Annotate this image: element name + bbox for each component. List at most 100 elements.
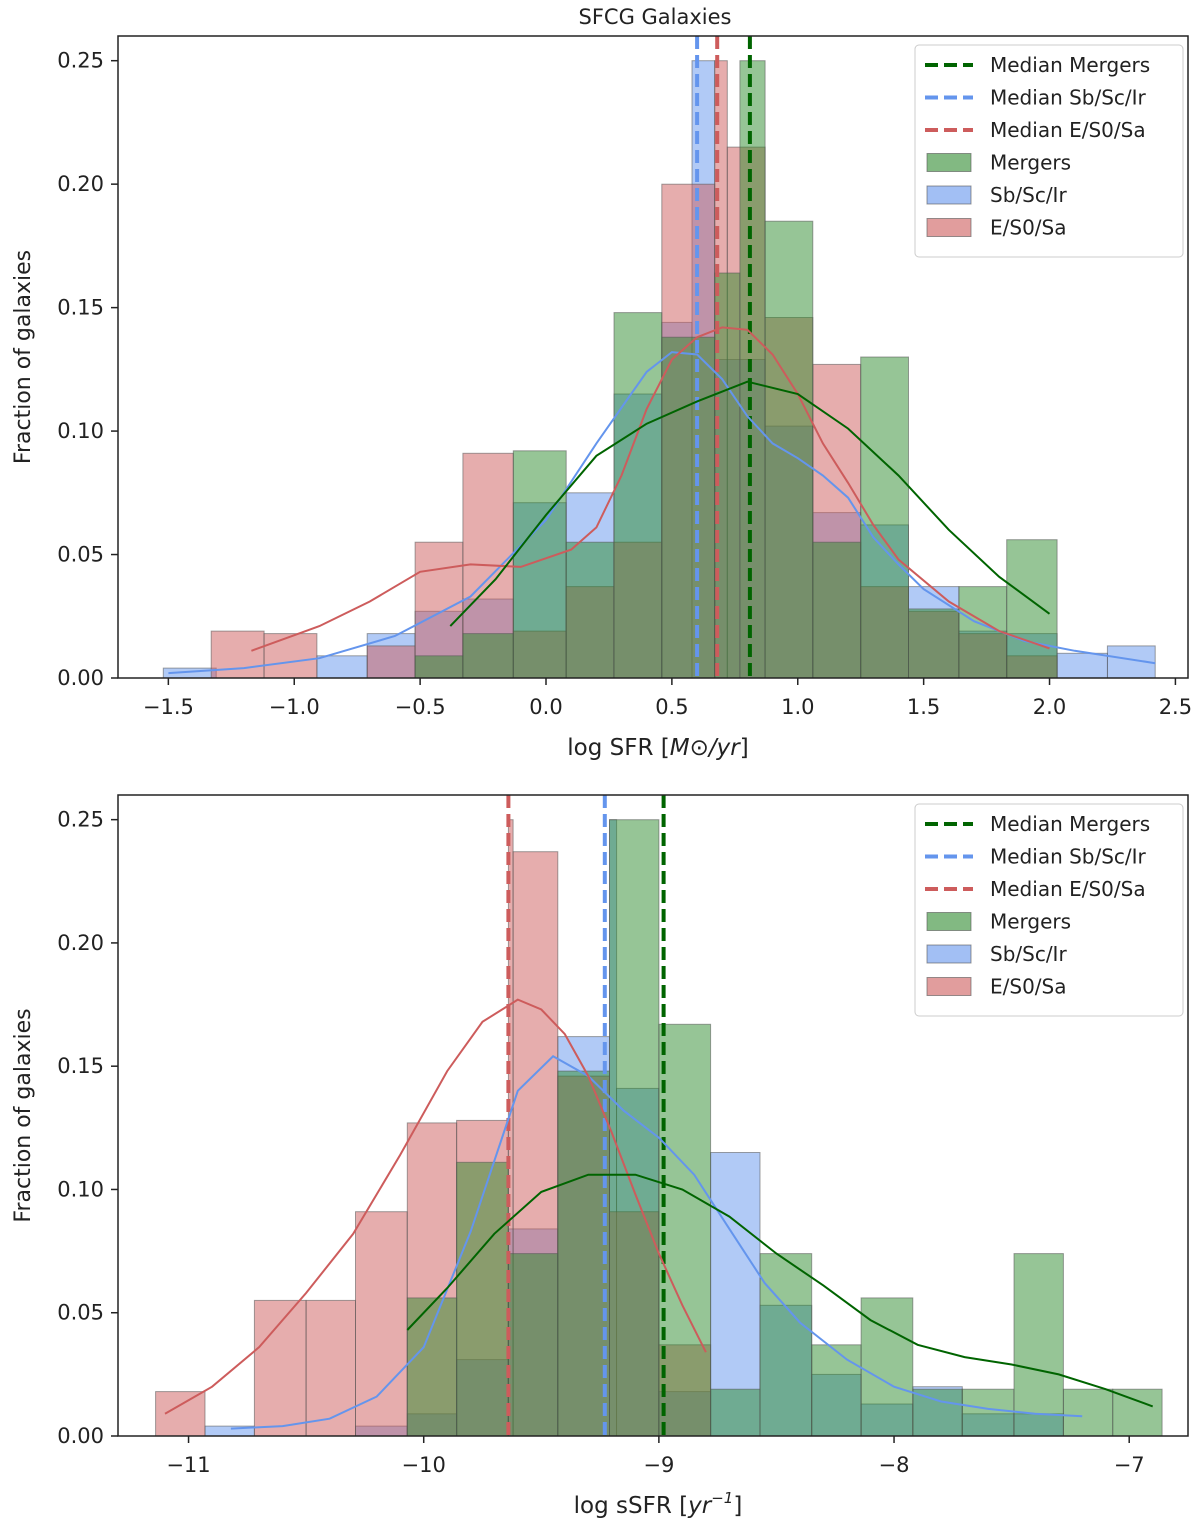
x-tick-label: 1.5 [907,695,940,719]
x-tick-label: −0.5 [395,695,446,719]
hist-bar-mergers [739,60,766,679]
x-tick-label: −8 [879,1453,910,1477]
x-axis-label-main: log sSFR [ [574,1493,688,1519]
hist-bar-mergers [908,608,960,679]
hist-bar-mergers [1112,1388,1163,1437]
legend-label: E/S0/Sa [990,216,1066,240]
hist-bar-mergers [811,1344,862,1437]
x-axis-label-end: ] [740,735,749,761]
sfr-histogram-panel: −1.5 −1.0 −0.5 0.0 0.5 1.0 1.5 2.0 2.5 0.00 0.05 0.… [11,35,1192,761]
y-tick-label: 0.25 [57,808,104,832]
y-tick-label: 0.15 [57,296,104,320]
x-tick-label: −9 [643,1453,674,1477]
x-tick-label: 2.5 [1159,695,1192,719]
hist-bar-mergers [1013,1253,1064,1437]
x-axis-label: log SFR [M⊙/yr] [567,735,748,761]
x-tick-label: −10 [402,1453,446,1477]
kde-curve-mergers [449,380,1051,627]
x-tick-label: −1.5 [143,695,194,719]
hist-bar-mergers [658,1023,712,1437]
legend-swatch-spirals [926,944,972,964]
hist-bar-early [355,1211,408,1437]
hist-bar-mergers [759,1253,813,1437]
x-tick-label: −7 [1114,1453,1145,1477]
hist-bar-early [253,1299,307,1437]
kde-curve-spirals [168,351,1156,675]
legend-label: Median E/S0/Sa [990,118,1146,142]
kde-curve-early [251,326,1050,652]
hist-bar-mergers [912,1388,963,1437]
y-tick-label: 0.15 [57,1054,104,1078]
legend-label: Median Mergers [990,53,1150,77]
hist-bar-mergers [613,312,663,679]
legend-label: Median Sb/Sc/Ir [990,845,1147,869]
kde-curve-mergers [406,1173,1154,1408]
x-axis-label-unit: yr [687,1493,713,1519]
legend-box [914,803,1184,1017]
y-tick-label: 0.00 [57,666,104,690]
x-tick-label: 0.5 [655,695,688,719]
y-tick-label: 0.00 [57,1424,104,1448]
y-tick-label: 0.25 [57,49,104,73]
hist-bar-mergers [710,1388,761,1437]
legend-swatch-mergers [926,912,972,931]
legend-label: Median E/S0/Sa [990,877,1146,901]
x-axis-label-main: log SFR [ [567,735,669,761]
legend-swatch-early [926,218,972,237]
ssfr-histogram-panel: −11 −10 −9 −8 −7 0.00 0.05 0.10 0.15 0.20 0.25 Frac… [11,794,1189,1519]
y-axis-label: Fraction of galaxies [11,250,36,464]
hist-bar-mergers [507,1253,559,1437]
legend-label: Mergers [990,151,1071,175]
hist-bar-early [305,1299,357,1437]
y-tick-label: 0.20 [57,931,104,955]
legend-label: Mergers [990,910,1071,934]
hist-bar-mergers [456,1161,509,1437]
hist-bar-mergers [565,541,615,679]
x-axis-label-unit: M⊙/yr [670,735,741,761]
hist-bar-early [155,1391,206,1437]
axes-frame [117,35,1189,679]
kde-curve-early [164,998,707,1415]
legend-label: Median Mergers [990,812,1150,836]
hist-bar-mergers [609,819,660,1437]
y-tick-label: 0.10 [57,419,104,443]
hist-bar-mergers [860,1297,914,1437]
legend-label: Sb/Sc/Ir [990,183,1067,207]
hist-bar-mergers [1006,539,1058,679]
hist-bar-mergers [961,1388,1015,1437]
hist-bar-early [366,645,416,679]
x-tick-label: 0.0 [529,695,562,719]
hist-bar-mergers [512,450,567,679]
figure-title: SFCG Galaxies [579,5,732,29]
hist-bar-early [263,633,318,679]
hist-bar-mergers [661,336,716,679]
legend-label: Sb/Sc/Ir [990,942,1067,966]
hist-bar-mergers [1062,1388,1114,1437]
hist-bar-mergers [414,655,464,679]
y-axis-label: Fraction of galaxies [11,1008,36,1222]
axes-frame [117,794,1189,1437]
kde-curve-spirals [230,1055,1083,1430]
x-tick-label: 1.0 [781,695,814,719]
y-tick-label: 0.10 [57,1178,104,1202]
x-axis-label-end: ] [733,1493,742,1519]
x-axis-label-sup: −1 [711,1489,733,1507]
y-tick-label: 0.05 [57,1301,104,1325]
hist-bar-mergers [812,541,862,679]
x-tick-label: −1.0 [269,695,320,719]
hist-bar-mergers [764,220,814,679]
legend-swatch-mergers [926,153,972,172]
legend-label: E/S0/Sa [990,975,1066,999]
hist-bar-mergers [462,633,514,679]
hist-bar-early [210,630,265,679]
legend-swatch-spirals [926,185,972,205]
y-tick-label: 0.20 [57,172,104,196]
x-axis-label: log sSFR [yr−1] [574,1489,743,1519]
hist-bar-mergers [406,1297,458,1437]
x-tick-label: −11 [166,1453,210,1477]
legend-swatch-early [926,977,972,996]
y-tick-label: 0.05 [57,543,104,567]
hist-bar-spirals [1056,652,1108,679]
x-tick-label: 2.0 [1033,695,1066,719]
